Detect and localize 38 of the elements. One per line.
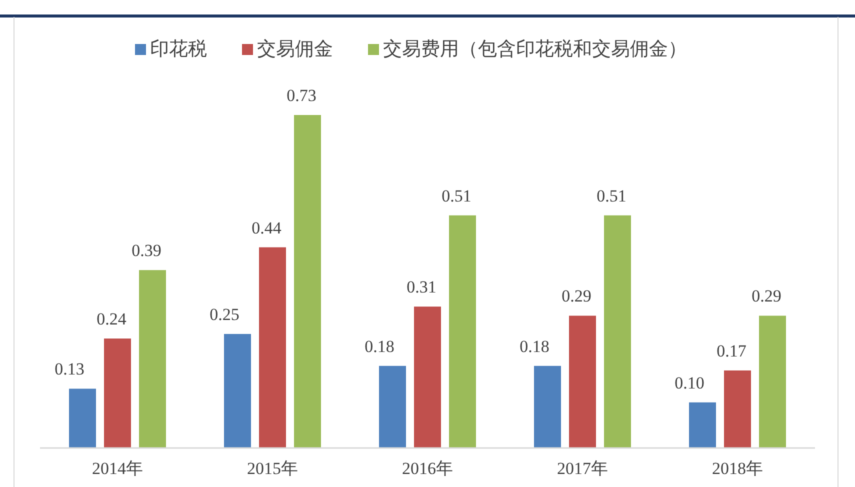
bar — [414, 306, 441, 448]
bar — [294, 115, 321, 448]
bar — [534, 366, 561, 448]
bar — [224, 334, 251, 448]
data-label: 0.31 — [406, 278, 436, 297]
x-tick-label: 2015年 — [247, 459, 298, 478]
bar — [259, 247, 286, 448]
x-tick-label: 2018年 — [712, 459, 763, 478]
data-label: 0.18 — [520, 336, 550, 356]
data-label: 0.10 — [674, 373, 704, 392]
legend-label: 交易费用（包含印花税和交易佣金） — [383, 38, 687, 60]
data-label: 0.73 — [286, 86, 316, 105]
bar — [139, 270, 166, 448]
legend-label: 交易佣金 — [257, 38, 333, 60]
bar — [449, 215, 476, 448]
bar — [569, 316, 596, 448]
data-label: 0.25 — [210, 304, 240, 324]
bar — [689, 402, 716, 448]
data-label: 0.44 — [252, 218, 282, 238]
data-label: 0.24 — [96, 310, 127, 329]
bar — [759, 316, 786, 448]
bar — [379, 366, 406, 448]
legend-label: 印花税 — [150, 39, 207, 60]
data-label: 0.17 — [716, 341, 747, 360]
bar — [724, 370, 751, 448]
x-tick-label: 2016年 — [402, 459, 453, 478]
data-label: 0.39 — [132, 241, 162, 260]
bar — [69, 388, 96, 448]
data-label: 0.51 — [596, 186, 626, 206]
data-label: 0.29 — [752, 286, 782, 306]
x-tick-label: 2017年 — [557, 459, 608, 478]
data-label: 0.29 — [562, 286, 592, 306]
data-label: 0.13 — [54, 360, 84, 379]
data-label: 0.51 — [442, 186, 472, 206]
data-label: 0.18 — [364, 336, 394, 356]
bar — [604, 215, 631, 448]
bar — [104, 338, 131, 448]
x-tick-label: 2014年 — [92, 459, 143, 478]
